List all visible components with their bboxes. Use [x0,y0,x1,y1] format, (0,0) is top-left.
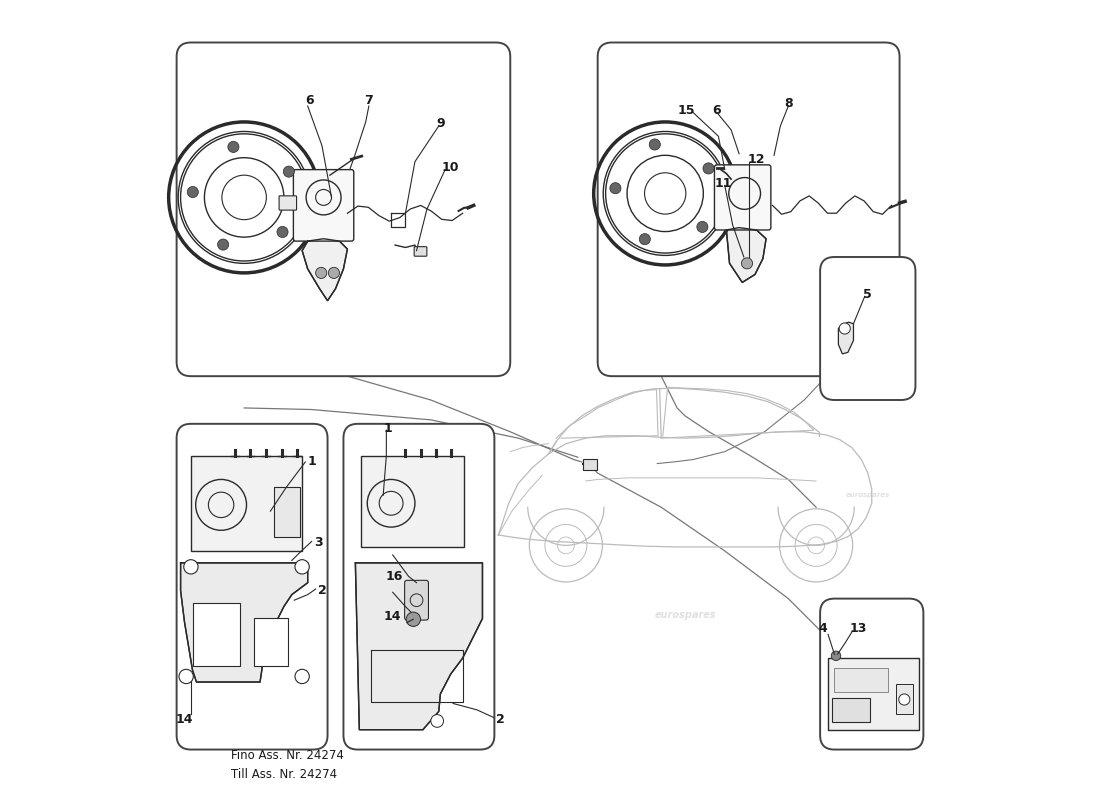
Text: 11: 11 [714,177,732,190]
Text: eurospares: eurospares [654,610,716,619]
Polygon shape [180,563,308,682]
Circle shape [431,714,443,727]
Text: 8: 8 [784,97,793,110]
Text: 1: 1 [384,422,393,435]
Text: 16: 16 [386,570,403,583]
Circle shape [639,234,650,245]
Circle shape [703,163,714,174]
FancyBboxPatch shape [715,165,771,230]
FancyBboxPatch shape [343,424,494,750]
Text: eurospares: eurospares [710,200,780,210]
Circle shape [649,139,660,150]
FancyBboxPatch shape [279,196,297,210]
Text: 4: 4 [818,622,827,635]
FancyBboxPatch shape [254,618,288,666]
Text: 7: 7 [364,94,373,107]
Circle shape [179,670,194,684]
Text: 6: 6 [713,103,722,117]
Text: eurospares: eurospares [305,200,375,210]
Text: 14: 14 [384,610,402,623]
FancyBboxPatch shape [832,698,870,722]
FancyBboxPatch shape [405,580,429,620]
FancyBboxPatch shape [191,456,302,551]
FancyBboxPatch shape [415,246,427,256]
FancyBboxPatch shape [583,458,597,470]
Text: 1: 1 [307,455,316,469]
FancyBboxPatch shape [597,42,900,376]
Polygon shape [355,563,483,730]
Text: eurospares: eurospares [846,492,890,498]
Text: 10: 10 [442,161,460,174]
FancyBboxPatch shape [821,257,915,400]
Polygon shape [726,228,766,282]
Text: 2: 2 [496,713,504,726]
Circle shape [184,560,198,574]
FancyBboxPatch shape [895,684,913,714]
Circle shape [284,166,295,177]
Circle shape [741,258,752,269]
FancyBboxPatch shape [294,170,354,241]
Text: 2: 2 [318,584,327,597]
FancyBboxPatch shape [177,42,510,376]
FancyBboxPatch shape [835,668,889,691]
Polygon shape [838,322,854,354]
Text: 14: 14 [176,713,194,726]
FancyBboxPatch shape [192,602,240,666]
Circle shape [329,267,340,278]
FancyBboxPatch shape [274,487,300,537]
Text: Fino Ass. Nr. 24274
Till Ass. Nr. 24274: Fino Ass. Nr. 24274 Till Ass. Nr. 24274 [231,750,343,782]
Circle shape [696,222,708,233]
Circle shape [832,651,840,661]
Text: 5: 5 [864,288,872,301]
Circle shape [228,142,239,153]
Polygon shape [302,238,348,301]
Text: 13: 13 [849,622,867,635]
FancyBboxPatch shape [821,598,923,750]
FancyBboxPatch shape [177,424,328,750]
Circle shape [187,186,198,198]
Text: eurospares: eurospares [393,582,446,591]
Circle shape [406,612,420,626]
Text: 3: 3 [314,537,322,550]
FancyBboxPatch shape [828,658,920,730]
Circle shape [218,239,229,250]
Circle shape [609,182,622,194]
Text: eurospares: eurospares [218,582,271,591]
Circle shape [839,323,850,334]
Circle shape [316,267,327,278]
Text: 12: 12 [748,153,766,166]
Text: 15: 15 [678,103,695,117]
Text: 9: 9 [437,117,446,130]
Text: 6: 6 [305,94,314,107]
Circle shape [277,226,288,238]
Circle shape [295,560,309,574]
Circle shape [295,670,309,684]
FancyBboxPatch shape [361,456,464,547]
Circle shape [899,694,910,705]
